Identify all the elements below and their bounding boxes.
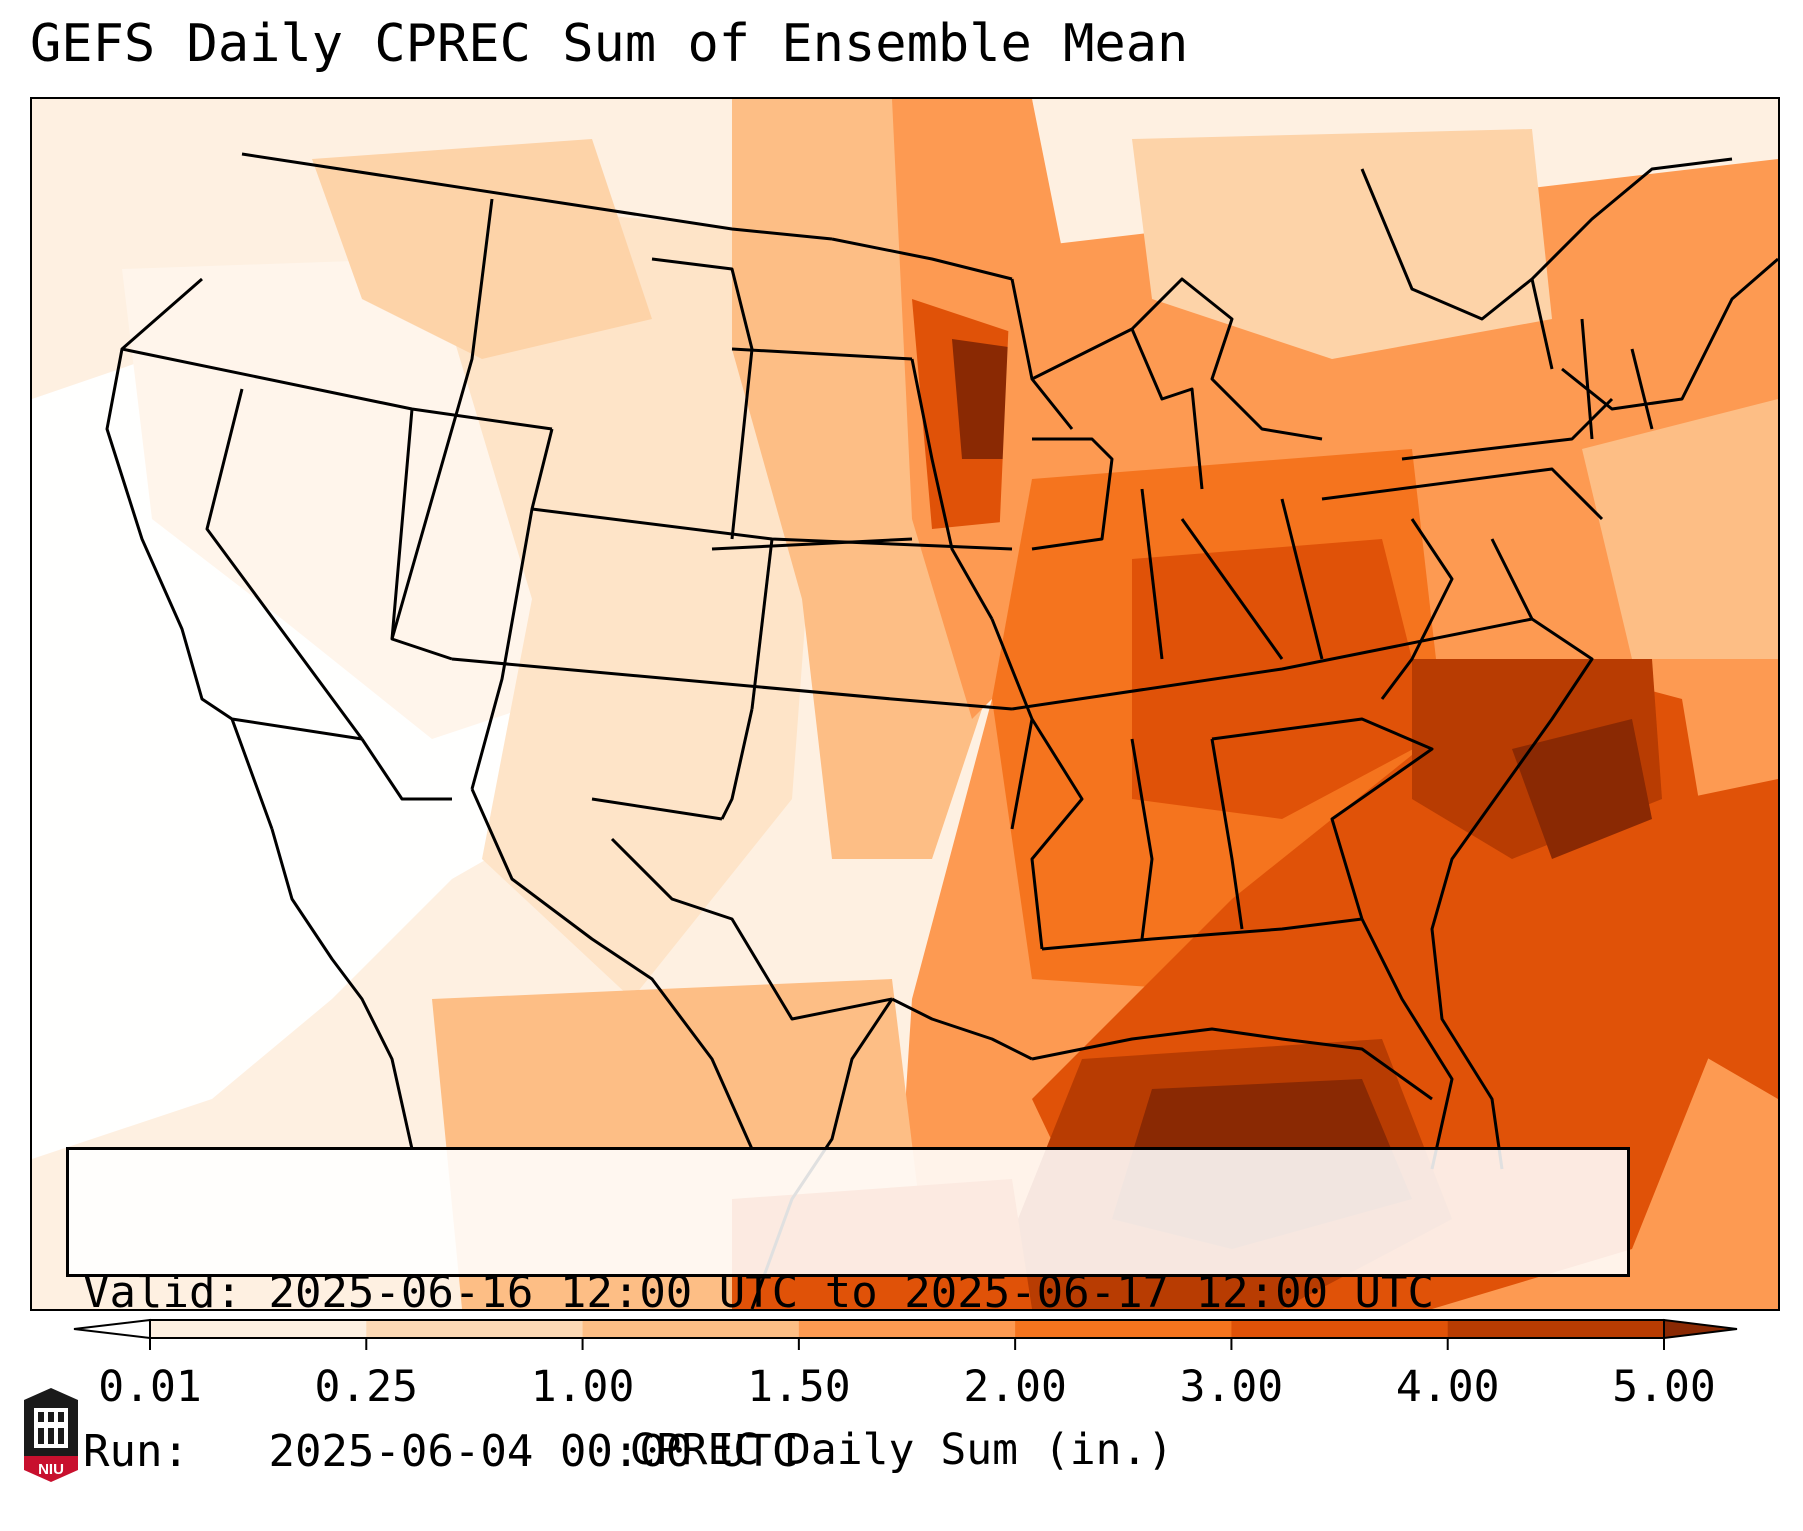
niu-logo-text: NIU — [38, 1461, 64, 1478]
valid-label: Valid: — [83, 1267, 242, 1318]
colorbar-segment — [1015, 1320, 1232, 1338]
colorbar-over-extension — [1663, 1318, 1738, 1340]
colorbar-segment — [582, 1320, 800, 1338]
colorbar-outline — [149, 1319, 1665, 1339]
colorbar-tick-label: 0.01 — [98, 1362, 202, 1412]
valid-run-info-box: Valid: 2025-06-16 12:00 UTC to 2025-06-1… — [66, 1147, 1630, 1477]
colorbar-tick-label: 1.50 — [747, 1362, 851, 1412]
colorbar-segments — [73, 1318, 1738, 1340]
colorbar — [73, 1318, 1738, 1350]
colorbar-segment — [366, 1320, 584, 1338]
colorbar-tick-label: 1.00 — [530, 1362, 635, 1412]
niu-logo: NIU — [24, 1388, 78, 1482]
page-title: GEFS Daily CPREC Sum of Ensemble Mean — [30, 14, 1189, 74]
colorbar-tick-label: 2.00 — [963, 1362, 1067, 1412]
precip-field — [32, 99, 1778, 1309]
colorbar-segment — [1231, 1320, 1449, 1338]
valid-line: Valid: 2025-06-16 12:00 UTC to 2025-06-1… — [83, 1266, 1613, 1319]
colorbar-tick-label: 3.00 — [1179, 1362, 1284, 1412]
map-panel — [30, 97, 1780, 1311]
state-boundaries — [105, 152, 1778, 1309]
colorbar-tick-label: 5.00 — [1612, 1362, 1716, 1412]
precipitation-map — [32, 99, 1778, 1309]
run-label: Run: — [83, 1426, 189, 1477]
valid-value: 2025-06-16 12:00 UTC to 2025-06-17 12:00… — [268, 1267, 1435, 1318]
colorbar-title: CPREC Daily Sum (in.) — [629, 1425, 1174, 1475]
run-value: 2025-06-04 00:00 UTC — [268, 1426, 799, 1477]
colorbar-tick-label: 0.25 — [314, 1362, 419, 1412]
colorbar-segment — [798, 1320, 1016, 1338]
colorbar-ticks — [149, 1338, 1665, 1350]
colorbar-segment — [150, 1320, 367, 1338]
colorbar-segment — [1447, 1320, 1665, 1338]
run-line: Run: 2025-06-04 00:00 UTC — [83, 1425, 1613, 1478]
colorbar-under-extension — [73, 1318, 151, 1340]
colorbar-tick-label: 4.00 — [1395, 1362, 1500, 1412]
